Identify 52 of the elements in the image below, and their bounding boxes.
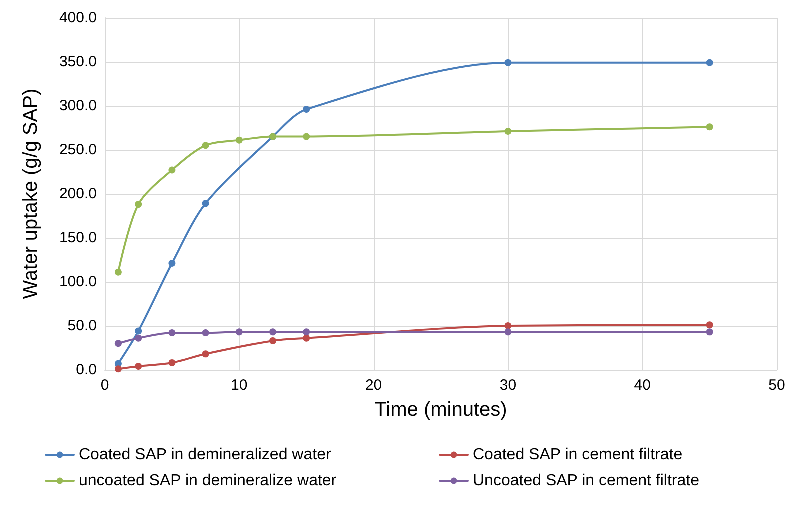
x-tick-label: 50 — [768, 377, 786, 394]
point — [270, 328, 276, 336]
y-tick-label: 400.0 — [59, 10, 97, 26]
point — [303, 106, 310, 114]
y-tick-label: 350.0 — [59, 54, 97, 70]
x-axis-title: Time (minutes) — [374, 399, 508, 421]
point — [236, 328, 243, 336]
y-tick-label: 300.0 — [59, 98, 97, 114]
point — [135, 334, 142, 342]
point — [706, 59, 714, 66]
x-tick-label: 20 — [365, 377, 382, 394]
x-tick-label: 40 — [634, 377, 651, 394]
point — [114, 340, 122, 348]
point — [504, 322, 512, 330]
point — [706, 328, 714, 336]
legend-label: Uncoated SAP in cement filtrate — [473, 472, 700, 490]
legend-label: Coated SAP in demineralized water — [79, 446, 332, 464]
point — [270, 337, 276, 344]
point — [202, 330, 210, 337]
point — [114, 268, 122, 276]
y-tick-label: 200.0 — [59, 186, 97, 202]
point — [303, 328, 310, 336]
point — [504, 128, 512, 136]
point — [202, 200, 210, 208]
point — [303, 334, 310, 342]
point — [168, 166, 176, 174]
point — [135, 328, 142, 335]
point — [504, 59, 512, 66]
point — [168, 260, 176, 268]
point — [168, 359, 176, 366]
legend-label: uncoated SAP in demineralize water — [79, 472, 338, 490]
point — [236, 136, 243, 144]
point — [706, 124, 714, 131]
x-tick-label: 30 — [500, 377, 517, 394]
x-tick-label: 0 — [100, 377, 110, 394]
point — [303, 133, 310, 140]
point — [202, 142, 210, 150]
point — [135, 201, 142, 208]
y-tick-label: 150.0 — [59, 230, 97, 246]
point — [706, 322, 714, 329]
y-tick-label: 0.0 — [76, 362, 97, 378]
x-tick-label: 10 — [231, 377, 248, 394]
point — [114, 366, 122, 373]
y-tick-label: 50.0 — [68, 318, 97, 334]
y-tick-label: 100.0 — [59, 274, 97, 290]
legend-label: Coated SAP in cement filtrate — [473, 446, 683, 464]
point — [504, 328, 512, 336]
y-axis-title: Water uptake (g/g SAP) — [20, 88, 42, 300]
point — [168, 330, 176, 337]
point — [202, 350, 210, 358]
y-tick-label: 250.0 — [59, 142, 97, 158]
point — [135, 362, 142, 370]
